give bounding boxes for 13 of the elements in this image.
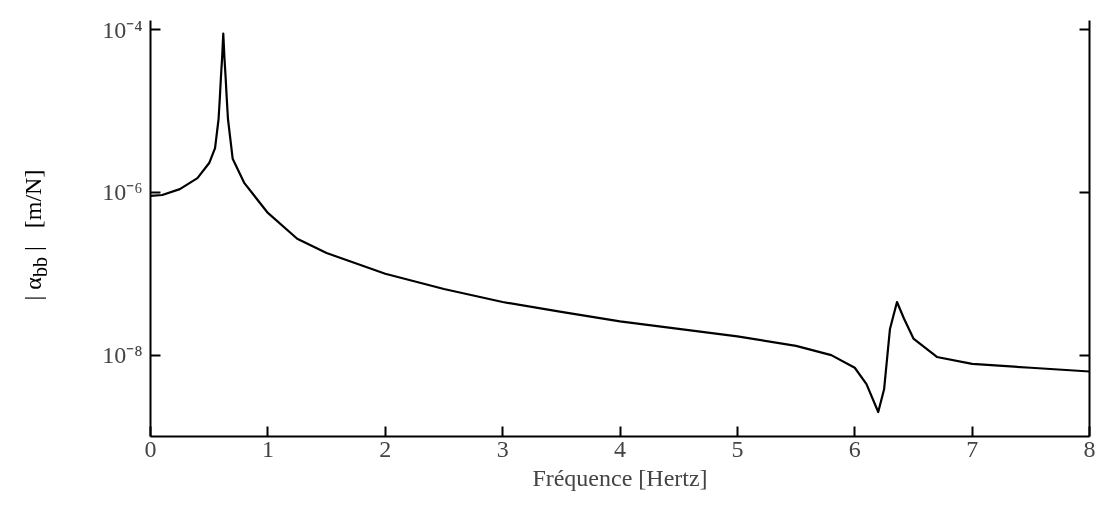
x-tick-label: 8 bbox=[1083, 435, 1096, 462]
x-tick-label: 5 bbox=[731, 435, 744, 462]
x-axis-title: Fréquence [Hertz] bbox=[532, 464, 708, 491]
x-tick-label: 1 bbox=[261, 435, 274, 462]
x-tick-label: 7 bbox=[966, 435, 979, 462]
x-tick-label: 3 bbox=[496, 435, 509, 462]
x-tick-label: 6 bbox=[848, 435, 861, 462]
x-tick-label: 4 bbox=[614, 435, 626, 462]
y-tick-label: 10⁻⁶ bbox=[102, 179, 143, 206]
x-tick-label: 0 bbox=[144, 435, 157, 462]
y-tick-label: 10⁻⁸ bbox=[102, 342, 143, 369]
x-tick-label: 2 bbox=[379, 435, 392, 462]
y-tick-label: 10⁻⁴ bbox=[102, 16, 143, 43]
